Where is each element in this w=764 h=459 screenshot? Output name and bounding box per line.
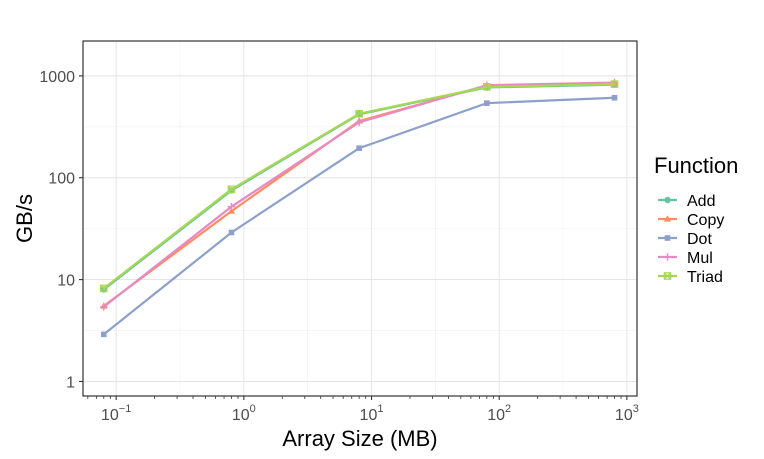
legend-label-mul: Mul: [687, 250, 713, 267]
data-point-copy: [227, 207, 236, 214]
grid: [83, 41, 637, 396]
data-point-triad: [483, 83, 491, 91]
data-point-dot: [356, 145, 362, 151]
data-point-mul: [227, 202, 236, 211]
x-tick-label: 100: [232, 403, 256, 424]
y-tick-label: 1: [66, 374, 75, 391]
legend-label-add: Add: [687, 193, 715, 210]
data-point-dot: [100, 331, 107, 338]
y-tick-label: 10: [57, 273, 75, 290]
legend-label-dot: Dot: [687, 231, 712, 248]
legend-label-copy: Copy: [687, 212, 724, 229]
data-point-triad: [610, 80, 619, 88]
legend-item-dot: Dot: [658, 231, 712, 248]
x-tick-label: 102: [487, 403, 511, 424]
x-tick-label: 101: [360, 403, 384, 424]
legend-marker-triad: [663, 272, 672, 280]
data-point-dot: [484, 100, 490, 106]
series-line-triad: [103, 83, 615, 290]
x-axis-title: Array Size (MB): [282, 426, 437, 451]
legend-marker-dot: [664, 235, 671, 241]
axis-ticks: 10−1 100 101 102 103 1 10 100 1000: [39, 69, 638, 424]
legend-title: Function: [654, 153, 738, 178]
legend-label-triad: Triad: [687, 269, 723, 286]
legend-item-add: Add: [658, 193, 715, 210]
y-tick-label: 100: [48, 171, 75, 188]
legend-item-triad: Triad: [658, 269, 723, 286]
data-point-triad: [355, 109, 363, 118]
data-point-dot: [228, 229, 235, 236]
legend-item-mul: Mul: [658, 250, 713, 267]
x-tick-label: 10−1: [101, 403, 131, 424]
legend: Function Add Copy Dot Mul Triad: [654, 153, 738, 286]
series-line-dot: [103, 96, 615, 336]
data-point-triad: [99, 284, 108, 293]
plot-panel-border: [82, 40, 638, 397]
legend-item-copy: Copy: [658, 212, 724, 229]
legend-marker-mul: [663, 253, 672, 261]
data-point-mul: [99, 303, 108, 311]
legend-marker-add: [664, 196, 671, 204]
series-lines: [99, 78, 619, 338]
data-point-triad: [227, 185, 236, 194]
data-point-mul: [355, 118, 363, 127]
y-axis-title: GB/s: [12, 194, 37, 243]
y-tick-label: 1000: [39, 69, 75, 86]
data-point-dot: [611, 94, 618, 101]
x-tick-label: 103: [615, 403, 639, 424]
legend-marker-copy: [663, 215, 672, 222]
